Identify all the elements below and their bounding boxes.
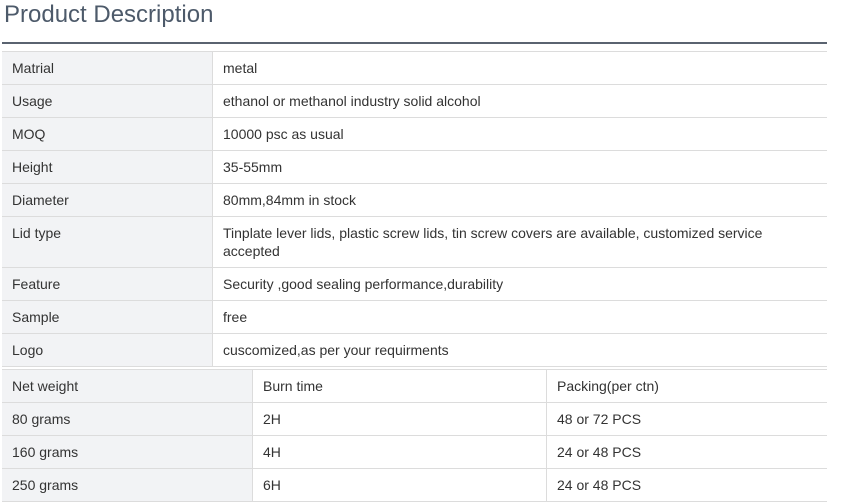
table-cell: 2H: [252, 402, 547, 436]
table-row: 250 grams 6H 24 or 48 PCS: [2, 468, 827, 502]
spec-row: Feature Security ,good sealing performanc…: [2, 267, 827, 301]
table-cell: 250 grams: [2, 468, 253, 502]
table-row: 80 grams 2H 48 or 72 PCS: [2, 402, 827, 436]
spec-value: metal: [212, 51, 827, 85]
table-cell: Packing(per ctn): [546, 369, 827, 403]
table-cell: 4H: [252, 435, 547, 469]
spec-row: Sample free: [2, 300, 827, 334]
spec-value: Security ,good sealing performance,durab…: [212, 267, 827, 301]
table-cell: 48 or 72 PCS: [546, 402, 827, 436]
page-title: Product Description: [4, 1, 214, 28]
spec-label: Diameter: [2, 183, 213, 217]
spec-label: Sample: [2, 300, 213, 334]
weight-table: Net weight Burn time Packing(per ctn) 80 gr…: [2, 369, 827, 502]
spec-row: MOQ 10000 psc as usual: [2, 117, 827, 151]
spec-label: Feature: [2, 267, 213, 301]
spec-label: MOQ: [2, 117, 213, 151]
spec-row: Matrial metal: [2, 51, 827, 85]
spec-value: 10000 psc as usual: [212, 117, 827, 151]
table-cell: 6H: [252, 468, 547, 502]
spec-row: Lid type Tinplate lever lids, plastic scr…: [2, 216, 827, 268]
spec-value: free: [212, 300, 827, 334]
spec-row: Diameter 80mm,84mm in stock: [2, 183, 827, 217]
spec-label: Lid type: [2, 216, 213, 268]
spec-label: Matrial: [2, 51, 213, 85]
table-cell: Burn time: [252, 369, 547, 403]
spec-value: ethanol or methanol industry solid alcoh…: [212, 84, 827, 118]
table-cell: 160 grams: [2, 435, 253, 469]
table-row: 160 grams 4H 24 or 48 PCS: [2, 435, 827, 469]
title-divider: [2, 42, 827, 44]
spec-value: 80mm,84mm in stock: [212, 183, 827, 217]
table-cell: 24 or 48 PCS: [546, 435, 827, 469]
spec-row: Usage ethanol or methanol industry solid …: [2, 84, 827, 118]
spec-value: Tinplate lever lids, plastic screw lids,…: [212, 216, 827, 268]
spec-row: Logo cuscomized,as per your requirments: [2, 333, 827, 367]
table-cell: 24 or 48 PCS: [546, 468, 827, 502]
spec-label: Height: [2, 150, 213, 184]
spec-value: 35-55mm: [212, 150, 827, 184]
table-cell: Net weight: [2, 369, 253, 403]
spec-table: Matrial metal Usage ethanol or methanol ind…: [2, 51, 827, 367]
table-header-row: Net weight Burn time Packing(per ctn): [2, 369, 827, 403]
spec-row: Height 35-55mm: [2, 150, 827, 184]
spec-label: Logo: [2, 333, 213, 367]
spec-label: Usage: [2, 84, 213, 118]
table-cell: 80 grams: [2, 402, 253, 436]
spec-value: cuscomized,as per your requirments: [212, 333, 827, 367]
